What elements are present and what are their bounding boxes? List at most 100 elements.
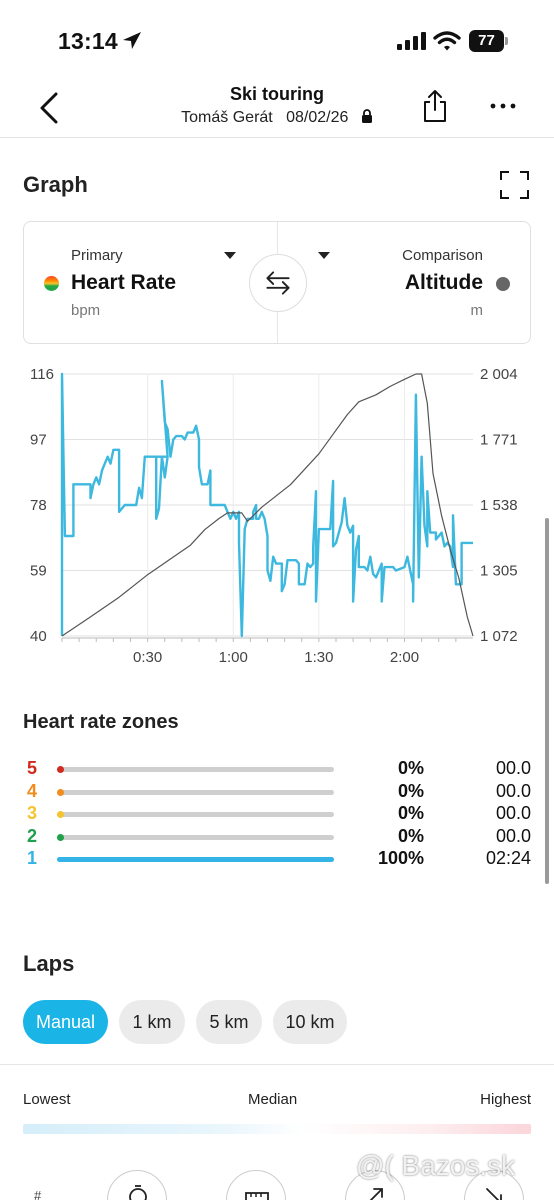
scroll-indicator[interactable] [545,518,549,884]
zone-row: 5 0% 00.0 [0,758,554,780]
zone-progress-dot [57,788,64,796]
primary-metric-name: Heart Rate [71,271,177,294]
x-tick-label: 1:30 [304,649,333,666]
zone-progress-dot [57,833,64,841]
zone-duration: 00.0 [495,780,531,801]
y-left-tick-label: 97 [30,432,47,449]
zone-duration: 00.0 [495,803,531,823]
user-name: Tomáš Gerát [181,109,273,126]
heart-rate-series-line [60,372,473,638]
zone-number: 3 [27,803,38,823]
ascent-arrow-icon [369,1188,383,1200]
altitude-dot-icon [496,277,510,291]
zone-duration: 00.0 [495,825,531,846]
zone-progress-fill [57,857,334,862]
swap-metrics-button[interactable] [249,254,307,312]
zone-duration: 00.0 [495,758,531,778]
zone-number: 2 [27,825,38,846]
range-label-lowest: Lowest [23,1091,71,1108]
battery-level: 77 [469,30,504,52]
more-options-icon[interactable] [488,96,518,116]
back-arrow-icon[interactable] [34,88,64,128]
y-right-tick-label: 1 538 [480,497,518,514]
y-left-tick-label: 40 [30,628,47,645]
ruler-icon [245,1192,269,1200]
comparison-caption: Comparison [402,247,483,264]
lap-number-header: # [34,1188,42,1200]
zone-percentage: 0% [397,825,424,846]
zone-percentage: 100% [377,848,424,868]
lap-chip-5km[interactable]: 5 km [196,1000,262,1044]
altitude-series-line [61,373,474,637]
header-subtitle: Tomáš Gerát 08/02/26 [0,109,554,127]
zone-progress-dot [57,766,64,773]
zone-number: 1 [27,848,38,868]
x-tick-label: 1:00 [219,649,248,666]
comparison-metric-name: Altitude [404,271,483,294]
y-left-tick-label: 78 [30,497,47,514]
heart-rate-altitude-chart[interactable]: 116 97 78 59 40 2 004 1 771 1 538 1 305 1 072 0:30… [0,350,554,680]
y-right-tick-label: 1 072 [480,628,518,645]
laps-section-title: Laps [23,951,75,976]
zone-progress-bar [57,833,334,841]
status-bar: 13:14 77 [0,0,554,80]
heart-rate-zone-dot-icon [44,276,59,291]
descent-arrow-icon [486,1188,502,1200]
lap-metric-distance-button[interactable] [226,1170,286,1200]
graph-section-title: Graph [23,172,88,197]
cellular-signal-icon [397,32,426,50]
zone-progress-bar [57,766,334,773]
workout-date: 08/02/26 [286,109,349,126]
zone-progress-dot [57,811,64,818]
comparison-metric-unit: m [470,302,484,319]
zone-row: 3 0% 00.0 [0,803,554,825]
metric-selector-card: Primary Heart Rate bpm Comparison Altitu… [23,221,531,344]
lap-range-gradient-bar [23,1124,531,1134]
primary-metric-unit: bpm [71,302,101,319]
fullscreen-icon[interactable] [499,170,530,200]
lap-metric-duration-button[interactable] [107,1170,167,1200]
y-right-tick-label: 1 305 [480,563,518,580]
y-left-tick-label: 59 [30,563,47,580]
zone-percentage: 0% [397,803,424,823]
zone-percentage: 0% [397,758,424,778]
lap-chip-1km[interactable]: 1 km [119,1000,185,1044]
location-arrow-icon [123,32,141,49]
zones-section-title: Heart rate zones [23,711,179,733]
range-label-median: Median [248,1091,298,1108]
primary-dropdown-icon[interactable] [224,252,236,260]
lap-metric-ascent-button[interactable] [345,1170,405,1200]
share-icon[interactable] [420,88,450,124]
page-title: Ski touring [230,84,324,104]
comparison-dropdown-icon[interactable] [318,252,330,260]
zone-row: 4 0% 00.0 [0,781,554,803]
swap-arrows-icon [266,271,290,295]
range-label-highest: Highest [480,1091,531,1108]
lap-chip-10km[interactable]: 10 km [273,1000,347,1044]
zone-progress-bar [57,811,334,818]
y-right-tick-label: 2 004 [480,366,518,383]
zone-row: 1 100% 02:24 [0,848,554,870]
bazos-watermark: @( Bazos.sk [356,1150,516,1181]
zone-row: 2 0% 00.0 [0,826,554,848]
y-right-tick-label: 1 771 [480,432,518,449]
stopwatch-icon [129,1185,147,1200]
zone-percentage: 0% [397,780,424,801]
zone-progress-bar [57,857,334,862]
zone-number: 4 [27,780,38,801]
x-tick-label: 0:30 [133,649,162,666]
nav-header: Ski touring Tomáš Gerát 08/02/26 [0,80,554,138]
x-tick-label: 2:00 [390,649,419,666]
lap-chip-manual[interactable]: Manual [23,1000,108,1044]
divider [0,1064,554,1065]
y-left-tick-label: 116 [30,366,54,383]
zone-progress-bar [57,788,334,796]
lock-icon [361,109,372,123]
status-time: 13:14 [58,28,118,54]
wifi-icon [433,31,461,51]
zone-number: 5 [27,758,38,778]
primary-caption: Primary [71,247,123,264]
battery-icon: 77 [469,30,509,52]
lap-metric-descent-button[interactable] [464,1170,524,1200]
zone-duration: 02:24 [485,848,531,868]
